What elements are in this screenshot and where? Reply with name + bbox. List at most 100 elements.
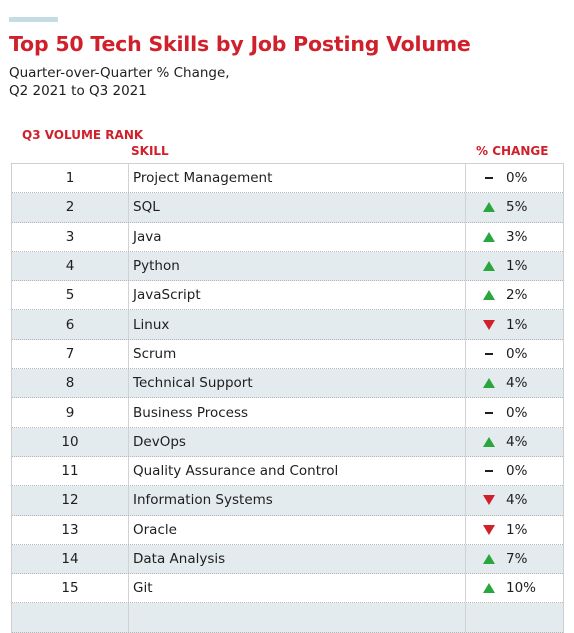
- rank-cell: 14: [12, 544, 129, 574]
- change-value: 0%: [506, 404, 528, 421]
- skill-cell: SQL: [129, 193, 466, 222]
- change-value: 4%: [506, 433, 528, 450]
- dash-icon: [483, 348, 495, 360]
- change-cell: [466, 603, 563, 631]
- table-row: 13 Oracle 1%: [12, 515, 563, 545]
- dash-icon: [483, 407, 495, 419]
- change-value: 3%: [506, 228, 528, 245]
- change-value: 1%: [506, 521, 528, 538]
- change-value: 0%: [506, 463, 528, 480]
- change-value: 4%: [506, 375, 528, 392]
- table-row: 5 JavaScript 2%: [12, 281, 563, 311]
- page-title: Top 50 Tech Skills by Job Posting Volume: [9, 32, 471, 56]
- change-cell: 4%: [466, 428, 563, 456]
- up-triangle-icon: [483, 289, 495, 301]
- up-triangle-icon: [483, 582, 495, 594]
- change-value: 5%: [506, 199, 528, 216]
- down-triangle-icon: [483, 524, 495, 536]
- change-cell: 1%: [466, 516, 563, 544]
- up-triangle-icon: [483, 553, 495, 565]
- change-cell: 3%: [466, 223, 563, 251]
- skill-cell: Git: [129, 574, 466, 603]
- skills-table: 1 Project Management 0% 2 SQL 5% 3 Java 3% 4 Pytho…: [11, 163, 564, 633]
- change-cell: 0%: [466, 164, 563, 192]
- rank-cell: 10: [12, 427, 129, 456]
- column-header-skill: SKILL: [131, 144, 169, 158]
- table-row: [12, 603, 563, 633]
- subtitle: Quarter-over-Quarter % Change, Q2 2021 t…: [9, 64, 230, 100]
- subtitle-line-1: Quarter-over-Quarter % Change,: [9, 65, 230, 81]
- change-cell: 10%: [466, 574, 563, 602]
- change-cell: 0%: [466, 398, 563, 426]
- rank-cell: 5: [12, 281, 129, 310]
- skill-cell: [129, 603, 466, 632]
- skill-cell: DevOps: [129, 427, 466, 456]
- change-cell: 0%: [466, 457, 563, 485]
- change-value: 10%: [506, 580, 537, 597]
- table-row: 1 Project Management 0%: [12, 164, 563, 194]
- skill-cell: Data Analysis: [129, 544, 466, 574]
- skill-cell: Project Management: [129, 164, 466, 193]
- skill-cell: Quality Assurance and Control: [129, 456, 466, 486]
- rank-cell: 1: [12, 164, 129, 193]
- dash-icon: [483, 172, 495, 184]
- rank-cell: 7: [12, 339, 129, 369]
- rank-cell: 3: [12, 222, 129, 251]
- up-triangle-icon: [483, 201, 495, 213]
- change-cell: 0%: [466, 340, 563, 368]
- rank-cell: 8: [12, 369, 129, 398]
- skill-cell: Business Process: [129, 398, 466, 427]
- column-header-rank: Q3 VOLUME RANK: [22, 128, 144, 142]
- rank-cell: 12: [12, 486, 129, 515]
- down-triangle-icon: [483, 319, 495, 331]
- rank-cell: 15: [12, 574, 129, 603]
- change-value: 0%: [506, 170, 528, 187]
- rank-cell: [12, 603, 129, 632]
- dash-icon: [483, 465, 495, 477]
- change-cell: 7%: [466, 545, 563, 573]
- table-row: 10 DevOps 4%: [12, 427, 563, 457]
- up-triangle-icon: [483, 260, 495, 272]
- skill-cell: Oracle: [129, 515, 466, 544]
- change-value: 1%: [506, 316, 528, 333]
- down-triangle-icon: [483, 494, 495, 506]
- change-value: 2%: [506, 287, 528, 304]
- change-cell: 4%: [466, 369, 563, 397]
- change-cell: 2%: [466, 281, 563, 309]
- table-row: 6 Linux 1%: [12, 310, 563, 340]
- table-row: 12 Information Systems 4%: [12, 486, 563, 516]
- rank-cell: 6: [12, 310, 129, 339]
- table-row: 4 Python 1%: [12, 251, 563, 282]
- change-cell: 1%: [466, 310, 563, 338]
- rank-cell: 9: [12, 398, 129, 427]
- change-value: 4%: [506, 492, 528, 509]
- rank-cell: 4: [12, 251, 129, 281]
- skill-cell: Technical Support: [129, 369, 466, 398]
- rank-cell: 2: [12, 193, 129, 222]
- skill-cell: Information Systems: [129, 486, 466, 515]
- table-row: 3 Java 3%: [12, 222, 563, 252]
- column-header-change: % CHANGE: [476, 144, 549, 158]
- accent-bar: [9, 17, 58, 22]
- change-cell: 4%: [466, 486, 563, 514]
- change-value: 0%: [506, 345, 528, 362]
- change-cell: 5%: [466, 193, 563, 221]
- subtitle-line-2: Q2 2021 to Q3 2021: [9, 83, 147, 99]
- up-triangle-icon: [483, 377, 495, 389]
- change-cell: 1%: [466, 252, 563, 280]
- skill-cell: Linux: [129, 310, 466, 339]
- table-row: 14 Data Analysis 7%: [12, 544, 563, 575]
- table-row: 2 SQL 5%: [12, 193, 563, 223]
- skill-cell: JavaScript: [129, 281, 466, 310]
- skill-cell: Java: [129, 222, 466, 251]
- table-row: 7 Scrum 0%: [12, 339, 563, 370]
- skill-cell: Scrum: [129, 339, 466, 369]
- table-row: 8 Technical Support 4%: [12, 369, 563, 399]
- rank-cell: 11: [12, 456, 129, 486]
- table-row: 11 Quality Assurance and Control 0%: [12, 456, 563, 487]
- change-value: 7%: [506, 551, 528, 567]
- up-triangle-icon: [483, 436, 495, 448]
- table-row: 9 Business Process 0%: [12, 398, 563, 428]
- change-value: 1%: [506, 258, 528, 275]
- table-row: 15 Git 10%: [12, 574, 563, 604]
